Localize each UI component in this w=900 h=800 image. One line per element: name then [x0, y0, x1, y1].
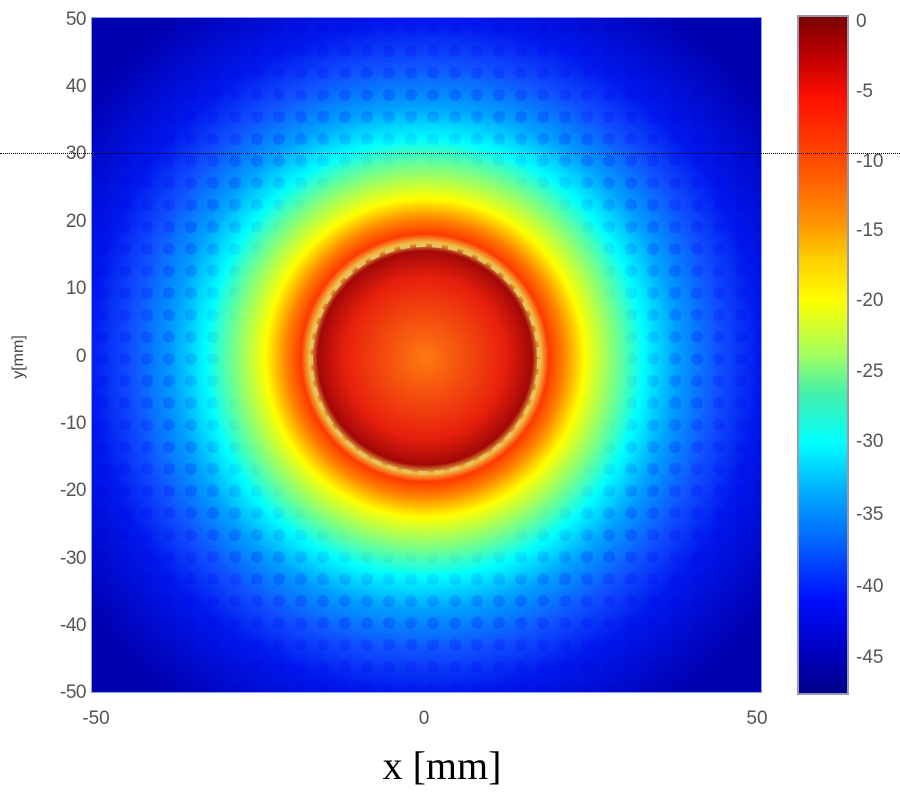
colorbar-tick-label: -5 [856, 81, 873, 102]
y-tick-label: -50 [60, 682, 86, 703]
y-axis-label: y[mm] [10, 335, 27, 379]
y-tick-label: -40 [60, 615, 86, 636]
y-tick-label: -10 [60, 413, 86, 434]
colorbar-tick-label: -20 [856, 290, 884, 311]
heatmap-field [92, 18, 761, 692]
colorbar-tick-label: -45 [856, 647, 884, 668]
y-tick-label: 30 [65, 143, 87, 164]
colorbar-tick-label: -40 [856, 576, 884, 597]
heatmap-plot-area [91, 17, 762, 693]
y-tick-label: 10 [65, 278, 87, 299]
x-tick-label: 50 [746, 708, 768, 729]
horizontal-reference-line [0, 153, 900, 154]
x-tick-label: 0 [418, 708, 430, 729]
y-tick-label: 20 [65, 211, 87, 232]
colorbar [797, 15, 849, 695]
colorbar-tick-label: 0 [856, 11, 867, 32]
y-tick-label: 40 [65, 76, 87, 97]
boundary-circle [309, 243, 541, 475]
y-tick-label: -20 [60, 480, 86, 501]
y-tick-label: 50 [65, 9, 87, 30]
colorbar-tick-label: -25 [856, 361, 884, 382]
colorbar-tick-label: -15 [856, 220, 884, 241]
y-tick-label: -30 [60, 548, 86, 569]
x-axis-label: x [mm] [382, 743, 502, 788]
colorbar-tick-label: -10 [856, 151, 884, 172]
colorbar-tick-label: -30 [856, 431, 884, 452]
x-tick-label: -50 [82, 708, 110, 729]
y-tick-label: 0 [75, 346, 87, 367]
colorbar-tick-label: -35 [856, 504, 884, 525]
